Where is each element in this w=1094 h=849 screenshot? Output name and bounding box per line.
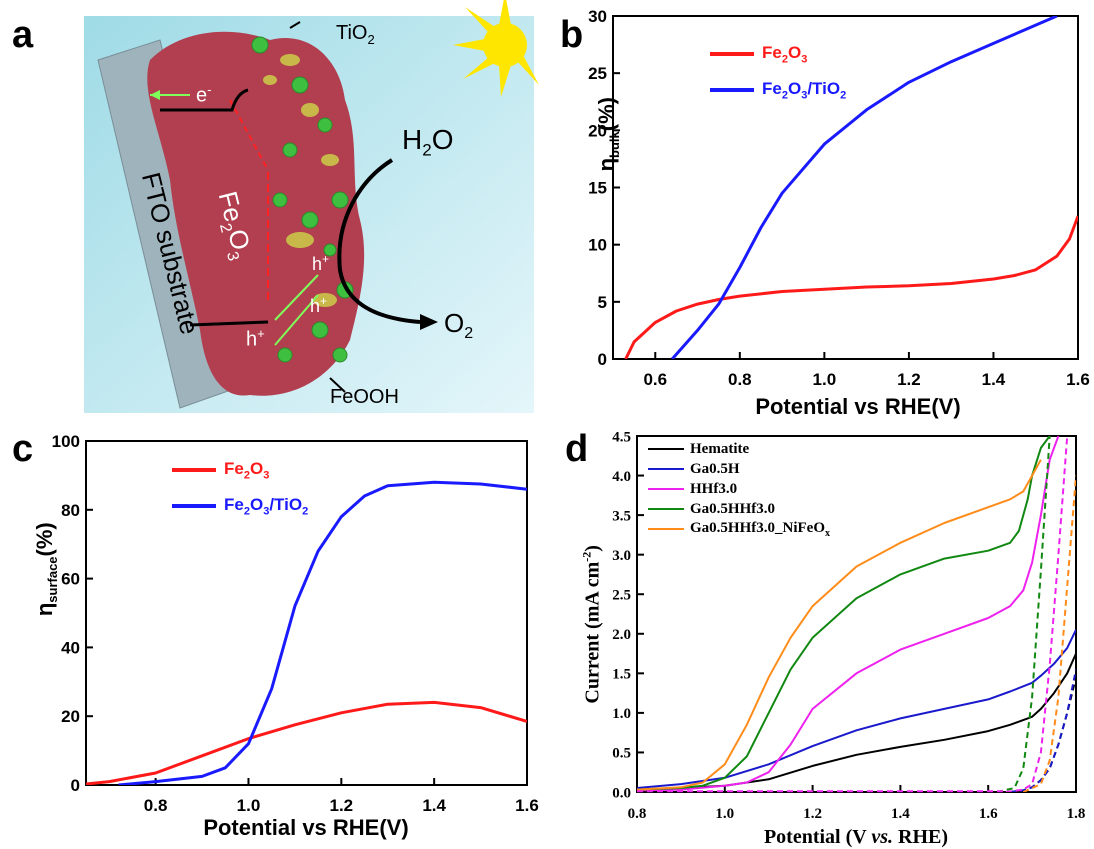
series-dark-line-4	[1022, 475, 1076, 792]
y-tick-label: 5	[598, 293, 607, 312]
y-tick-label: 2.5	[612, 587, 631, 603]
x-tick-label: 1.4	[422, 796, 446, 815]
x-tick-label: 1.4	[982, 370, 1006, 389]
y-tick-label: 60	[61, 570, 80, 589]
water-label: H2O	[402, 124, 454, 160]
y-tick-label: 2.0	[612, 627, 631, 643]
y-tick-label: 10	[588, 236, 607, 255]
legend-swatch	[172, 504, 216, 508]
tio2-label: TiO2	[336, 22, 375, 47]
series-line-0	[86, 700, 527, 785]
y-tick-label: 0.0	[612, 785, 631, 801]
legend-swatch	[648, 488, 684, 490]
y-tick-label: 3.5	[612, 508, 631, 524]
chart-b-legend-item: Fe2O3	[710, 36, 846, 72]
x-tick-label: 1.2	[897, 370, 921, 389]
chart-b-xlabel: Potential vs RHE(V)	[755, 394, 961, 419]
x-tick-label: 1.0	[813, 370, 837, 389]
chart-d-legend-item: Ga0.5HHf3.0_NiFeOx	[648, 519, 830, 539]
series-line-0	[624, 215, 1078, 359]
legend-swatch	[648, 448, 684, 450]
oxygen-label: O2	[444, 308, 474, 343]
y-tick-label: 3.0	[612, 548, 631, 564]
x-tick-label: 1.6	[1066, 370, 1090, 389]
x-tick-label: 1.0	[237, 796, 261, 815]
chart-d-xlabel: Potential (V vs. RHE)	[763, 826, 949, 848]
y-tick-label: 4.0	[612, 469, 631, 485]
x-tick-label: 0.8	[144, 796, 168, 815]
hole-label-1: h+	[312, 252, 330, 274]
electron-label: e-	[196, 82, 212, 107]
legend-swatch	[172, 468, 216, 472]
x-tick-label: 1.6	[979, 806, 998, 822]
y-tick-label: 4.5	[612, 429, 631, 445]
legend-swatch	[648, 528, 684, 530]
x-tick-label: 1.2	[803, 806, 822, 822]
series-dark-line-0	[1009, 677, 1076, 792]
panel-letter-b: b	[560, 14, 584, 56]
panel-letter-d: d	[565, 428, 589, 470]
y-tick-label: 1.5	[612, 667, 631, 683]
x-tick-label: 1.6	[515, 796, 539, 815]
chart-b-legend: Fe2O3 Fe2O3/TiO2	[710, 36, 846, 108]
y-tick-label: 40	[61, 638, 80, 657]
legend-swatch	[710, 88, 754, 92]
sun-icon	[453, 0, 539, 97]
series-dark-line-3	[996, 436, 1051, 792]
fto-substrate-label: FTO substrate	[135, 169, 206, 338]
chart-d-legend-item: Hematite	[648, 439, 830, 459]
legend-swatch	[648, 468, 684, 470]
x-tick-label: 1.0	[715, 806, 734, 822]
fe2o3-film-label: Fe2O3	[212, 188, 257, 263]
chart-c-xlabel: Potential vs RHE(V)	[203, 815, 409, 840]
y-tick-label: 30	[588, 7, 607, 26]
chart-d-legend-item: Ga0.5H	[648, 459, 830, 479]
series-dark-line-1	[1009, 669, 1076, 792]
feooh-label: FeOOH	[330, 386, 399, 408]
panel-letter-a: a	[12, 14, 34, 56]
chart-d-legend-item: Ga0.5HHf3.0	[648, 499, 830, 519]
chart-d-legend: Hematite Ga0.5H HHf3.0 Ga0.5HHf3.0 Ga0.5…	[648, 439, 830, 539]
chart-b-legend-item: Fe2O3/TiO2	[710, 72, 846, 108]
chart-d-legend-item: HHf3.0	[648, 479, 830, 499]
y-tick-label: 1.0	[612, 706, 631, 722]
hole-label-3: h+	[246, 326, 265, 351]
x-tick-label: 1.4	[891, 806, 910, 822]
y-tick-label: 0.5	[612, 746, 631, 762]
x-tick-label: 1.2	[329, 796, 353, 815]
series-dark-line-2	[1005, 436, 1069, 792]
chart-c-legend: Fe2O3 Fe2O3/TiO2	[172, 452, 308, 524]
hole-label-2: h+	[310, 294, 328, 316]
legend-swatch	[710, 52, 754, 56]
y-tick-label: 80	[61, 501, 80, 520]
chart-b-ylabel: ηbulk(%)	[593, 96, 623, 172]
water-oxidation-arrow	[337, 158, 421, 324]
series-line-1	[118, 480, 527, 785]
y-tick-label: 0	[598, 350, 607, 369]
x-tick-label: 0.6	[643, 370, 667, 389]
y-tick-label: 20	[61, 707, 80, 726]
y-tick-label: 0	[71, 776, 80, 795]
x-tick-label: 1.8	[1067, 806, 1086, 822]
tio2-particles	[251, 36, 354, 363]
x-tick-label: 0.8	[728, 370, 752, 389]
legend-swatch	[648, 508, 684, 510]
chart-c-ylabel: ηsurface(%)	[31, 522, 61, 617]
chart-c-legend-item: Fe2O3/TiO2	[172, 488, 308, 524]
x-tick-label: 0.8	[628, 806, 647, 822]
series-line-1	[637, 629, 1076, 789]
panel-letter-c: c	[12, 428, 34, 470]
y-tick-label: 100	[52, 432, 80, 451]
chart-d-ylabel: Current (mA cm-2)	[579, 545, 604, 704]
chart-c-legend-item: Fe2O3	[172, 452, 308, 488]
series-line-0	[637, 653, 1076, 791]
